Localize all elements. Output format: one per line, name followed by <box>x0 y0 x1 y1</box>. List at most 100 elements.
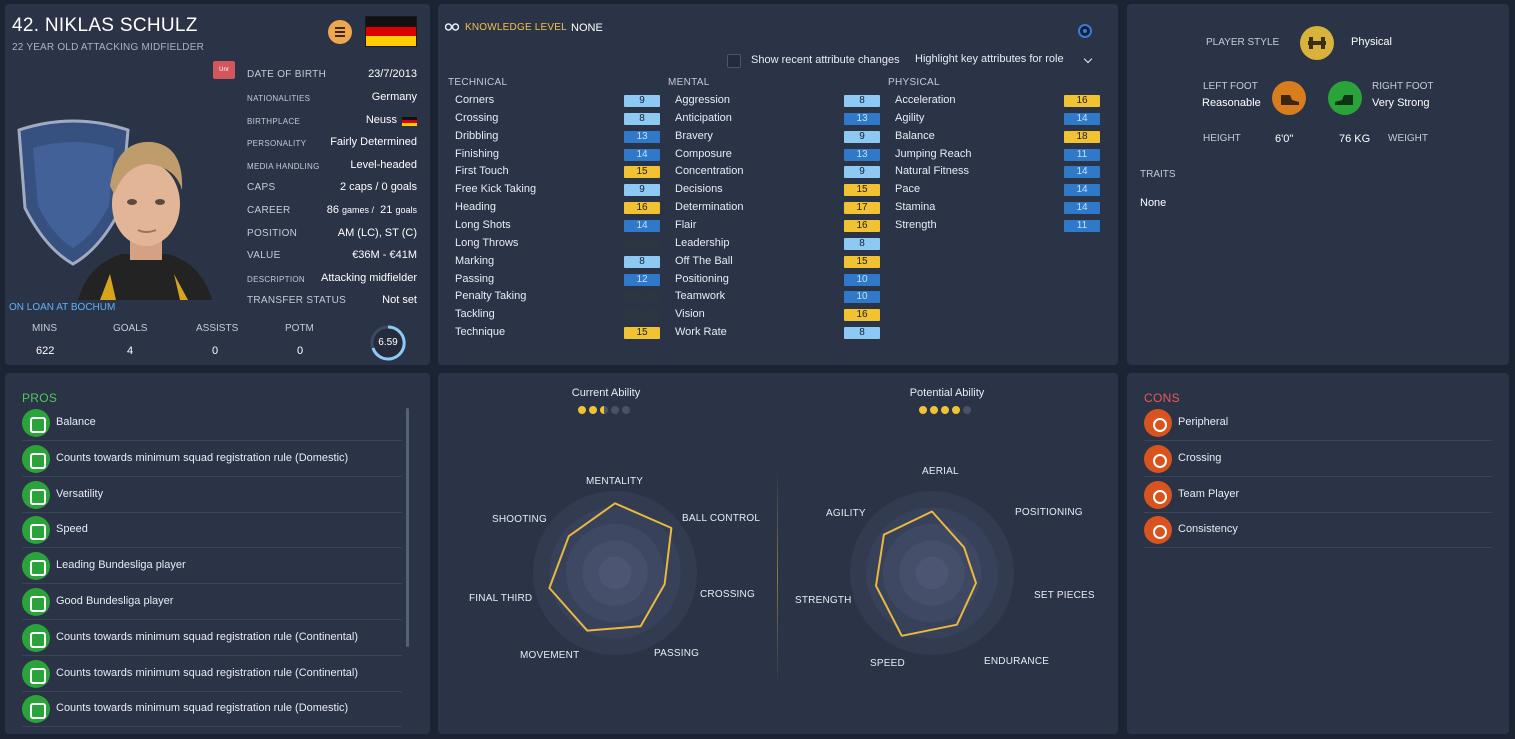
attribute-row-tackling[interactable]: Tackling 5 <box>455 308 660 322</box>
attribute-row-penalty-taking[interactable]: Penalty Taking 4 <box>455 290 660 304</box>
attribute-row-dribbling[interactable]: Dribbling 13 <box>455 130 660 144</box>
pro-item[interactable]: Leading Bundesliga player <box>22 548 402 585</box>
pro-check-icon <box>22 695 50 724</box>
highlight-attributes-dropdown[interactable]: Highlight key attributes for role <box>915 53 1064 65</box>
attribute-row-positioning[interactable]: Positioning 10 <box>675 273 880 287</box>
attribute-row-agility[interactable]: Agility 14 <box>895 112 1100 126</box>
attribute-row-acceleration[interactable]: Acceleration 16 <box>895 94 1100 108</box>
pros-scrollbar[interactable] <box>406 408 409 647</box>
info-value: VALUE €36M - €41M <box>247 249 417 261</box>
pro-item[interactable]: Speed <box>22 512 402 549</box>
right-foot-label: RIGHT FOOT <box>1372 81 1434 92</box>
info-birthplace: BIRTHPLACE Neuss <box>247 114 417 130</box>
transfer-status-value[interactable]: Not set <box>382 294 417 306</box>
attribute-value: 17 <box>844 202 880 215</box>
attribute-row-heading[interactable]: Heading 16 <box>455 201 660 215</box>
birthplace-value[interactable]: Neuss <box>365 114 397 126</box>
star-icon <box>919 406 927 414</box>
attribute-row-long-throws[interactable]: Long Throws 4 <box>455 237 660 251</box>
attribute-row-vision[interactable]: Vision 16 <box>675 308 880 322</box>
attribute-row-pace[interactable]: Pace 14 <box>895 183 1100 197</box>
attribute-name: Technique <box>455 326 506 339</box>
traits-value: None <box>1140 197 1167 209</box>
attribute-row-aggression[interactable]: Aggression 8 <box>675 94 880 108</box>
traits-label: TRAITS <box>1140 169 1176 180</box>
con-item[interactable]: Crossing <box>1144 441 1492 477</box>
right-boot-icon <box>1328 81 1362 115</box>
attribute-row-technique[interactable]: Technique 15 <box>455 326 660 340</box>
attribute-row-leadership[interactable]: Leadership 8 <box>675 237 880 251</box>
pro-item[interactable]: Balance <box>22 405 402 441</box>
nationality-value[interactable]: Germany <box>371 91 417 103</box>
attribute-row-balance[interactable]: Balance 18 <box>895 130 1100 144</box>
attribute-row-off-the-ball[interactable]: Off The Ball 15 <box>675 255 880 269</box>
attribute-name: Off The Ball <box>675 254 733 267</box>
attribute-row-free-kick-taking[interactable]: Free Kick Taking 9 <box>455 183 660 197</box>
attribute-value: 8 <box>624 112 660 125</box>
con-item-label: Crossing <box>1178 451 1222 464</box>
attribute-row-finishing[interactable]: Finishing 14 <box>455 148 660 162</box>
pro-check-icon <box>22 552 50 581</box>
attribute-value: 18 <box>1064 130 1100 143</box>
career-value[interactable]: 86 games / 21 goals <box>326 204 417 216</box>
attribute-row-composure[interactable]: Composure 13 <box>675 148 880 162</box>
view-toggle-radio[interactable] <box>1078 24 1092 38</box>
radar-label-final-third: FINAL THIRD <box>469 593 533 604</box>
attribute-row-corners[interactable]: Corners 9 <box>455 94 660 108</box>
attribute-row-concentration[interactable]: Concentration 9 <box>675 165 880 179</box>
attribute-row-flair[interactable]: Flair 16 <box>675 219 880 233</box>
pros-title: PROS <box>22 391 58 405</box>
con-warning-icon <box>1144 516 1172 545</box>
attribute-value: 14 <box>1064 166 1100 179</box>
con-item[interactable]: Team Player <box>1144 477 1492 513</box>
pro-item[interactable]: Counts towards minimum squad registratio… <box>22 441 402 477</box>
con-item[interactable]: Peripheral <box>1144 405 1492 441</box>
germany-flag-icon <box>365 16 417 47</box>
current-ability-label: Current Ability <box>571 387 641 399</box>
attribute-row-jumping-reach[interactable]: Jumping Reach 11 <box>895 148 1100 162</box>
attribute-row-natural-fitness[interactable]: Natural Fitness 14 <box>895 165 1100 179</box>
physical-header: PHYSICAL <box>888 77 940 88</box>
pro-item[interactable]: Counts towards minimum squad registratio… <box>22 620 402 656</box>
chevron-down-icon[interactable] <box>1083 54 1093 64</box>
player-profile-panel: 42. NIKLAS SCHULZ 22 YEAR OLD ATTACKING … <box>5 4 430 365</box>
attribute-row-strength[interactable]: Strength 11 <box>895 219 1100 233</box>
attribute-value: 11 <box>1064 148 1100 161</box>
attribute-row-first-touch[interactable]: First Touch 15 <box>455 165 660 179</box>
attribute-row-decisions[interactable]: Decisions 15 <box>675 183 880 197</box>
attribute-row-long-shots[interactable]: Long Shots 14 <box>455 219 660 233</box>
attribute-row-stamina[interactable]: Stamina 14 <box>895 201 1100 215</box>
attribute-value: 14 <box>624 148 660 161</box>
show-changes-label[interactable]: Show recent attribute changes <box>751 54 900 66</box>
pro-item[interactable]: Counts towards minimum squad registratio… <box>22 691 402 728</box>
left-foot-value: Reasonable <box>1202 97 1261 109</box>
pro-item-label: Speed <box>56 523 88 536</box>
star-icon <box>600 406 608 414</box>
pro-item[interactable]: Versatility <box>22 477 402 513</box>
attribute-row-marking[interactable]: Marking 8 <box>455 255 660 269</box>
attribute-row-passing[interactable]: Passing 12 <box>455 273 660 287</box>
attribute-row-determination[interactable]: Determination 17 <box>675 201 880 215</box>
radar-ring <box>915 556 949 590</box>
attribute-value: 14 <box>1064 112 1100 125</box>
attribute-row-crossing[interactable]: Crossing 8 <box>455 112 660 126</box>
show-changes-checkbox[interactable] <box>727 54 741 68</box>
attribute-row-teamwork[interactable]: Teamwork 10 <box>675 290 880 304</box>
info-description: DESCRIPTION Attacking midfielder <box>247 272 417 284</box>
player-portrait[interactable] <box>70 124 220 300</box>
attribute-row-anticipation[interactable]: Anticipation 13 <box>675 112 880 126</box>
list-menu-icon[interactable] <box>328 20 352 44</box>
pro-item-label: Counts towards minimum squad registratio… <box>56 666 359 679</box>
pro-item[interactable]: Good Bundesliga player <box>22 584 402 620</box>
mins-label: MINS <box>32 323 57 334</box>
attribute-value: 8 <box>844 237 880 250</box>
con-item[interactable]: Consistency <box>1144 512 1492 549</box>
pro-item-label: Counts towards minimum squad registratio… <box>56 702 349 715</box>
on-loan-link[interactable]: ON LOAN AT BOCHUM <box>9 302 116 313</box>
attribute-row-work-rate[interactable]: Work Rate 8 <box>675 326 880 340</box>
attribute-name: Positioning <box>675 272 729 285</box>
player-style-value: Physical <box>1351 36 1392 48</box>
goals-value: 4 <box>127 345 134 357</box>
pro-item[interactable]: Counts towards minimum squad registratio… <box>22 656 402 692</box>
attribute-row-bravery[interactable]: Bravery 9 <box>675 130 880 144</box>
